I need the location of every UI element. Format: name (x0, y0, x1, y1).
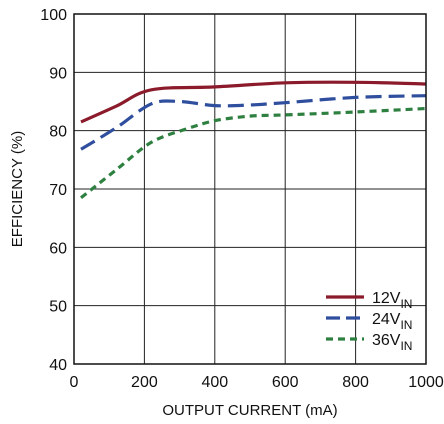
y-tick-label: 60 (49, 240, 67, 257)
series-layer (80, 80, 427, 200)
plot-frame (73, 13, 427, 365)
y-tick-label: 40 (49, 357, 67, 374)
y-tick-labels: 40 50 60 70 80 90 100 (40, 7, 67, 374)
legend-label: 12VIN (372, 290, 412, 311)
y-tick-label: 50 (49, 299, 67, 316)
x-tick-labels: 0 200 400 600 800 1000 (70, 374, 444, 391)
x-tick-label: 600 (272, 374, 299, 391)
y-tick-label: 100 (40, 7, 67, 24)
y-tick-label: 90 (49, 65, 67, 82)
y-tick-label: 70 (49, 182, 67, 199)
x-tick-label: 400 (201, 374, 228, 391)
legend-label: 36VIN (372, 332, 412, 353)
series-line-24v (80, 94, 427, 151)
series-line-36v (80, 106, 427, 200)
x-tick-label: 800 (342, 374, 369, 391)
y-tick-label: 80 (49, 124, 67, 141)
x-tick-label: 0 (70, 374, 79, 391)
grid-lines (74, 14, 426, 364)
series-line-12v (80, 80, 427, 124)
x-tick-label: 1000 (408, 374, 444, 391)
x-tick-label: 200 (131, 374, 158, 391)
x-axis-title: OUTPUT CURRENT (mA) (162, 402, 337, 419)
y-axis-title: EFFICIENCY (%) (9, 131, 26, 247)
legend-label: 24VIN (372, 311, 412, 332)
